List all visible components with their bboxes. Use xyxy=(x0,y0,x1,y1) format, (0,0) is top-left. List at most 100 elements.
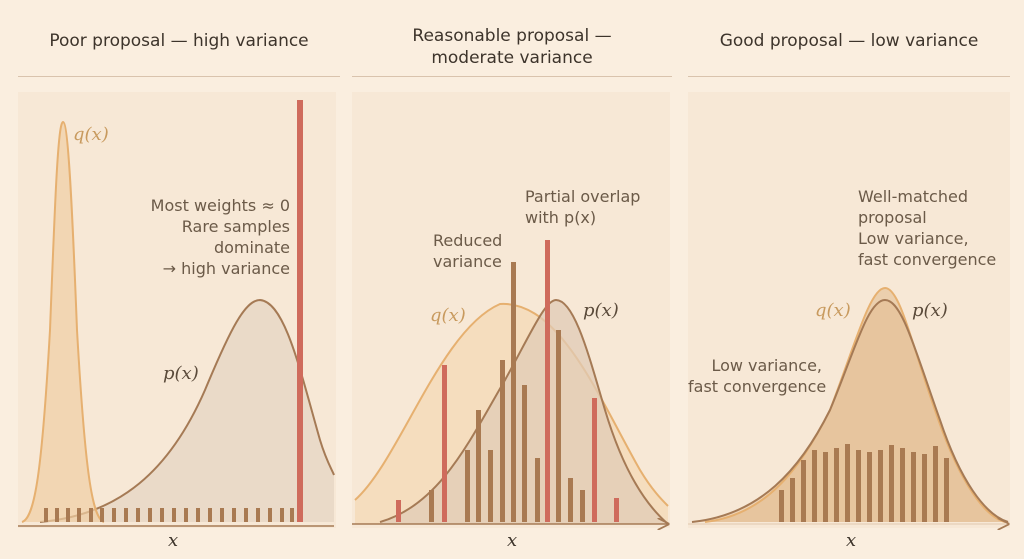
panel2-x-label: x xyxy=(507,530,518,551)
weight-bar xyxy=(500,360,505,522)
annotation-line: Partial overlap xyxy=(525,187,641,206)
weight-bar xyxy=(89,508,93,522)
weight-bar xyxy=(878,450,883,522)
weight-bar xyxy=(160,508,164,522)
annotation-line: Reduced xyxy=(433,231,503,250)
panel2-annotation-top: Partial overlap with p(x) xyxy=(525,186,640,228)
panel1-p-label: p(x) xyxy=(163,363,199,384)
panel3-q-area xyxy=(705,288,1005,522)
weight-bar xyxy=(442,365,447,522)
weight-bar xyxy=(779,490,784,522)
annotation-line: variance xyxy=(433,252,502,271)
panel1-p-area xyxy=(40,300,334,522)
weight-bar xyxy=(568,478,573,522)
weight-bar xyxy=(545,240,550,522)
weight-bar xyxy=(465,450,470,522)
weight-bar xyxy=(148,508,152,522)
weight-bar xyxy=(396,500,401,522)
panel2-p-label: p(x) xyxy=(583,300,619,321)
annotation-line: fast convergence xyxy=(688,377,827,396)
annotation-line: fast convergence xyxy=(858,250,997,269)
weight-bar xyxy=(790,478,795,522)
weight-bar xyxy=(511,262,516,522)
weight-bar xyxy=(867,452,872,522)
panel1-divider xyxy=(18,76,340,77)
panel3-q-label: q(x) xyxy=(815,300,851,321)
weight-bar xyxy=(268,508,272,522)
weight-bar xyxy=(220,508,224,522)
weight-bar xyxy=(476,410,481,522)
panel3-p-curve xyxy=(691,298,1009,523)
panel2-p-curve xyxy=(379,298,669,525)
annotation-line: Low variance, xyxy=(711,356,822,375)
annotation-line: Rare samples xyxy=(181,217,290,236)
panel3-divider xyxy=(688,76,1010,77)
panel2-title: Reasonable proposal — moderate variance xyxy=(352,25,672,69)
weight-bar xyxy=(112,508,116,522)
weight-bar xyxy=(77,508,81,522)
panel3-x-label: x xyxy=(846,530,857,551)
weight-bar xyxy=(280,508,284,522)
annotation-line: dominate xyxy=(213,238,290,257)
weight-bar xyxy=(172,508,176,522)
annotation-line: proposal xyxy=(858,208,927,227)
panel1-title: Poor proposal — high variance xyxy=(49,31,309,51)
weight-bar xyxy=(535,458,540,522)
weight-bar xyxy=(556,330,561,522)
panel3-p-label: p(x) xyxy=(912,300,948,321)
panel3-title: Good proposal — low variance xyxy=(719,31,979,51)
weight-bar xyxy=(889,445,894,522)
weight-bar xyxy=(823,452,828,522)
weight-bar xyxy=(922,454,927,522)
weight-bar xyxy=(429,490,434,522)
panel1-weight-bars xyxy=(44,508,294,522)
weight-bar xyxy=(812,450,817,522)
weight-bar xyxy=(124,508,128,522)
panel2-title-line1: Reasonable proposal — xyxy=(412,26,612,46)
panel1-q-curve xyxy=(21,120,105,523)
weight-bar xyxy=(232,508,236,522)
panel1-annotation: Most weights ≈ 0 Rare samples dominate →… xyxy=(130,195,290,279)
weight-bar xyxy=(55,508,59,522)
panel2-title-line2: moderate variance xyxy=(431,48,593,68)
panel1-q-label: q(x) xyxy=(73,124,109,145)
weight-bar xyxy=(256,508,260,522)
weight-bar xyxy=(196,508,200,522)
weight-bar xyxy=(834,448,839,522)
weight-bar xyxy=(66,508,70,522)
weight-bar xyxy=(911,452,916,522)
panel1-p-curve xyxy=(39,298,335,523)
panel3-annotation-top: Well-matched proposal Low variance, fast… xyxy=(858,186,996,270)
panel3-weight-bars xyxy=(779,444,949,522)
panel1-plot xyxy=(18,92,336,528)
panel2-divider xyxy=(352,76,672,77)
weight-bar xyxy=(845,444,850,522)
panel1-q-area xyxy=(22,122,104,522)
weight-bar xyxy=(244,508,248,522)
annotation-line: Low variance, xyxy=(858,229,969,248)
panel1-outlier-weight-bar xyxy=(297,100,303,522)
panel2-q-label: q(x) xyxy=(430,305,466,326)
weight-bar xyxy=(136,508,140,522)
weight-bar xyxy=(944,458,949,522)
panel1-x-label: x xyxy=(168,530,179,551)
weight-bar xyxy=(522,385,527,522)
panel2-q-curve xyxy=(354,302,669,507)
annotation-line: → high variance xyxy=(162,259,290,278)
weight-bar xyxy=(580,490,585,522)
annotation-line: Well-matched xyxy=(858,187,968,206)
panel2-annotation-left: Reduced variance xyxy=(433,230,502,272)
weight-bar xyxy=(592,398,597,522)
weight-bar xyxy=(208,508,212,522)
panel3-annotation-left: Low variance, fast convergence xyxy=(688,355,827,397)
weight-bar xyxy=(290,508,294,522)
weight-bar xyxy=(44,508,48,522)
annotation-line: Most weights ≈ 0 xyxy=(150,196,290,215)
weight-bar xyxy=(801,460,806,522)
weight-bar xyxy=(900,448,905,522)
annotation-line: with p(x) xyxy=(525,208,597,227)
weight-bar xyxy=(614,498,619,522)
weight-bar xyxy=(184,508,188,522)
weight-bar xyxy=(100,508,104,522)
